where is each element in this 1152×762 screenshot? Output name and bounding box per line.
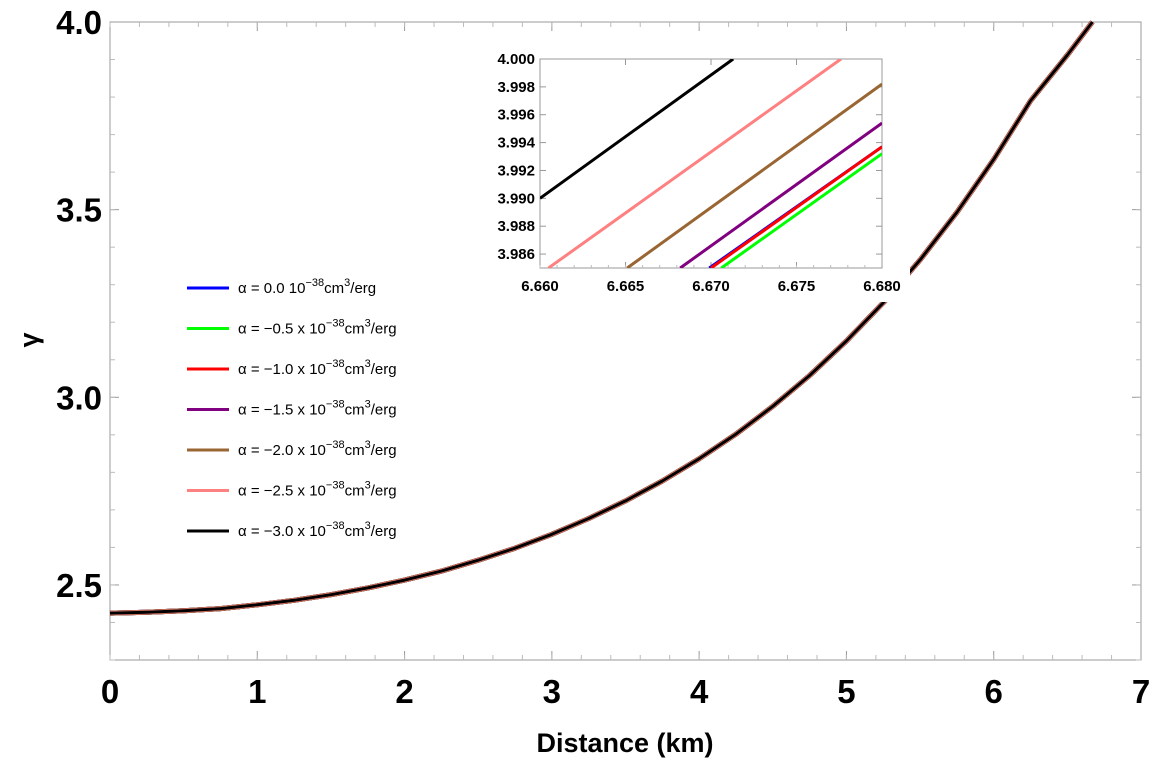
inset-y-tick-label: 3.988 (497, 218, 535, 235)
legend-entry-label: α = −0.5 x 10−38cm3/erg (238, 318, 397, 338)
legend-entry-label: α = −2.5 x 10−38cm3/erg (238, 480, 397, 500)
inset-series-line (720, 152, 882, 268)
legend-entry-label: α = −3.0 x 10−38cm3/erg (238, 520, 397, 540)
inset-series-group (540, 59, 882, 268)
legend-entry-label: α = 0.0 10−38cm3/erg (238, 277, 376, 297)
legend-entry-label: α = −2.0 x 10−38cm3/erg (238, 439, 397, 459)
x-tick-label: 4 (690, 673, 709, 710)
legend-entry-label: α = −1.5 x 10−38cm3/erg (238, 399, 397, 419)
inset-x-tick-label: 6.680 (863, 278, 901, 295)
inset-plot: 6.660 6.665 6.670 6.675 6.680 3.986 3.988 3.990… (488, 50, 910, 302)
series-line (109, 21, 1094, 615)
x-tick-label: 3 (543, 673, 561, 710)
x-tick-label: 5 (837, 673, 855, 710)
inset-y-tick-label: 3.990 (497, 190, 535, 207)
inset-y-tick-label: 3.992 (497, 162, 535, 179)
inset-y-tick-label: 3.986 (497, 246, 535, 263)
inset-y-tick-label: 3.996 (497, 107, 535, 124)
inset-series-line (710, 145, 882, 268)
y-tick-label: 3.0 (56, 379, 102, 416)
inset-x-tick-label: 6.670 (692, 278, 730, 295)
inset-x-tick-label: 6.660 (521, 278, 559, 295)
main-plot: 0 1 2 3 4 5 6 7 2.5 3.0 3.5 4.0 Distance (km) γ (14, 4, 1150, 758)
inset-y-tick-label: 3.998 (497, 79, 535, 96)
inset-x-tick-label: 6.675 (778, 278, 816, 295)
x-tick-label: 6 (985, 673, 1003, 710)
legend-entry-label: α = −1.0 x 10−38cm3/erg (238, 358, 397, 378)
inset-series-line (679, 121, 882, 268)
x-tick-label: 1 (248, 673, 266, 710)
inset-y-tick-label: 4.000 (497, 51, 535, 68)
y-axis-label: γ (14, 332, 44, 347)
inset-y-tick-label: 3.994 (497, 135, 535, 152)
x-tick-label: 2 (395, 673, 413, 710)
y-tick-label: 2.5 (56, 567, 102, 604)
x-tick-label: 7 (1132, 673, 1150, 710)
legend: α = 0.0 10−38cm3/erg α = −0.5 x 10−38cm3/… (187, 277, 397, 540)
inset-series-line (547, 59, 842, 268)
x-tick-label: 0 (101, 673, 119, 710)
y-tick-label: 4.0 (56, 4, 102, 41)
inset-series-line (540, 59, 735, 200)
inset-series-line (626, 82, 882, 268)
y-tick-label: 3.5 (56, 192, 102, 229)
plot-frame (109, 21, 1142, 661)
x-axis-label: Distance (km) (536, 728, 713, 758)
inset-x-tick-label: 6.665 (607, 278, 645, 295)
